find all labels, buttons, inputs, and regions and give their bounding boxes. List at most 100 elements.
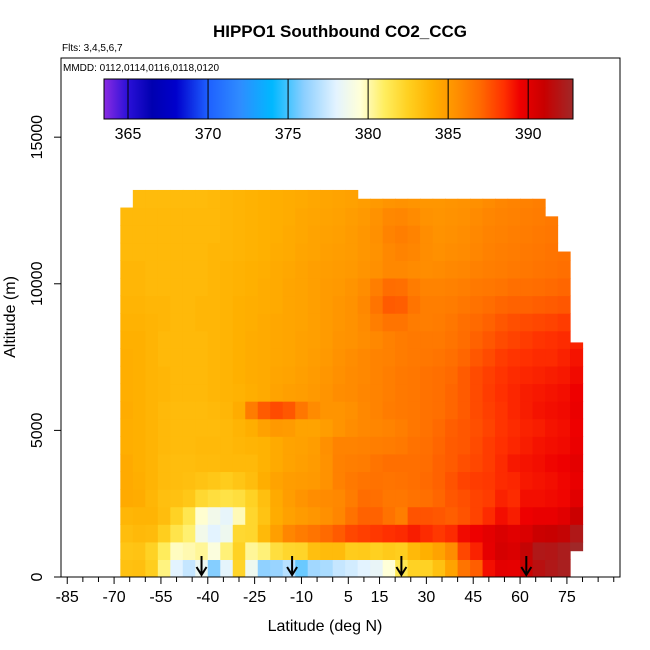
- heatmap-cell: [382, 506, 396, 525]
- heatmap-cell: [370, 506, 384, 525]
- heatmap-cell: [207, 489, 221, 508]
- profile-arrow-head: [395, 566, 408, 577]
- heatmap-cell: [407, 198, 421, 209]
- heatmap-cell: [420, 277, 434, 297]
- heatmap-cell: [145, 313, 159, 332]
- flights-label: Flts: 3,4,5,6,7: [62, 43, 123, 54]
- heatmap-cell: [495, 313, 509, 332]
- heatmap-cell: [245, 436, 259, 455]
- heatmap-cell: [195, 471, 209, 490]
- heatmap-cell: [295, 242, 309, 261]
- heatmap-cell: [507, 295, 521, 314]
- heatmap-cell: [420, 348, 434, 367]
- heatmap-cell: [545, 365, 559, 385]
- heatmap-cell: [370, 198, 384, 209]
- heatmap-cell: [307, 506, 321, 525]
- heatmap-cell: [332, 330, 346, 349]
- heatmap-cell: [320, 489, 334, 508]
- heatmap-cell: [145, 541, 159, 560]
- heatmap-cell: [420, 471, 434, 490]
- heatmap-cell: [532, 330, 546, 349]
- heatmap-cell: [495, 418, 509, 437]
- heatmap-cell: [545, 506, 559, 525]
- heatmap-cell: [282, 418, 296, 437]
- colorbar-gradient: [103, 78, 574, 120]
- heatmap-cell: [195, 541, 209, 560]
- heatmap-cell: [120, 207, 134, 226]
- heatmap-cell: [407, 242, 421, 261]
- heatmap-cell: [320, 260, 334, 279]
- heatmap-cell: [382, 383, 396, 402]
- heatmap-cell: [370, 313, 384, 332]
- heatmap-cell: [182, 295, 196, 314]
- heatmap-cell: [195, 348, 209, 367]
- heatmap-cell: [432, 295, 446, 314]
- heatmap-cell: [520, 313, 534, 332]
- heatmap-cell: [207, 277, 221, 297]
- heatmap-cell: [457, 242, 471, 261]
- heatmap-cell: [132, 348, 146, 367]
- heatmap-cell: [570, 506, 584, 525]
- heatmap-cell: [370, 436, 384, 455]
- profile-arrow-head: [520, 566, 533, 577]
- heatmap-cell: [170, 418, 184, 437]
- heatmap-cell: [282, 295, 296, 314]
- heatmap-cell: [507, 365, 521, 385]
- heatmap-cell: [245, 541, 259, 560]
- heatmap-cell: [245, 260, 259, 279]
- heatmap-cell: [345, 330, 359, 349]
- heatmap-cell: [557, 471, 571, 490]
- heatmap-cell: [332, 471, 346, 490]
- heatmap-cell: [170, 524, 184, 543]
- heatmap-cell: [507, 225, 521, 244]
- heatmap-cell: [157, 401, 171, 420]
- heatmap-cell: [195, 436, 209, 455]
- heatmap-cell: [207, 260, 221, 279]
- heatmap-cell: [307, 330, 321, 349]
- heatmap-cell: [357, 207, 371, 226]
- heatmap-cell: [482, 225, 496, 244]
- heatmap-cell: [420, 330, 434, 349]
- heatmap-cell: [182, 383, 196, 402]
- heatmap-cell: [495, 383, 509, 402]
- heatmap-cell: [345, 436, 359, 455]
- heatmap-cell: [282, 189, 296, 209]
- heatmap-cell: [520, 198, 534, 209]
- heatmap-cell: [282, 559, 296, 577]
- heatmap-cell: [532, 198, 546, 209]
- heatmap-cell: [482, 295, 496, 314]
- heatmap-cell: [482, 365, 496, 385]
- heatmap-cell: [257, 313, 271, 332]
- heatmap-cell: [282, 225, 296, 244]
- heatmap-cell: [270, 348, 284, 367]
- heatmap-cell: [457, 489, 471, 508]
- heatmap-cell: [545, 348, 559, 367]
- heatmap-cell: [445, 348, 459, 367]
- profile-arrow: [520, 556, 533, 577]
- heatmap-cell: [395, 471, 409, 490]
- heatmap-cell: [182, 541, 196, 560]
- heatmap-cell: [245, 348, 259, 367]
- heatmap-cell: [132, 189, 146, 209]
- heatmap-cell: [507, 541, 521, 560]
- heatmap-cell: [132, 260, 146, 279]
- heatmap-cell: [357, 348, 371, 367]
- heatmap-cell: [457, 524, 471, 543]
- heatmap-cell: [395, 242, 409, 261]
- heatmap-cell: [470, 453, 484, 473]
- heatmap-cell: [470, 559, 484, 577]
- heatmap-cell: [520, 295, 534, 314]
- heatmap-cell: [357, 489, 371, 508]
- heatmap-cell: [532, 365, 546, 385]
- heatmap-cell: [482, 401, 496, 420]
- heatmap-cell: [482, 207, 496, 226]
- heatmap-cell: [532, 506, 546, 525]
- heatmap-cell: [332, 453, 346, 473]
- heatmap-cell: [470, 436, 484, 455]
- heatmap-cell: [357, 365, 371, 385]
- heatmap-cell: [182, 559, 196, 577]
- heatmap-cell: [320, 383, 334, 402]
- heatmap-cell: [120, 436, 134, 455]
- heatmap-cell: [132, 541, 146, 560]
